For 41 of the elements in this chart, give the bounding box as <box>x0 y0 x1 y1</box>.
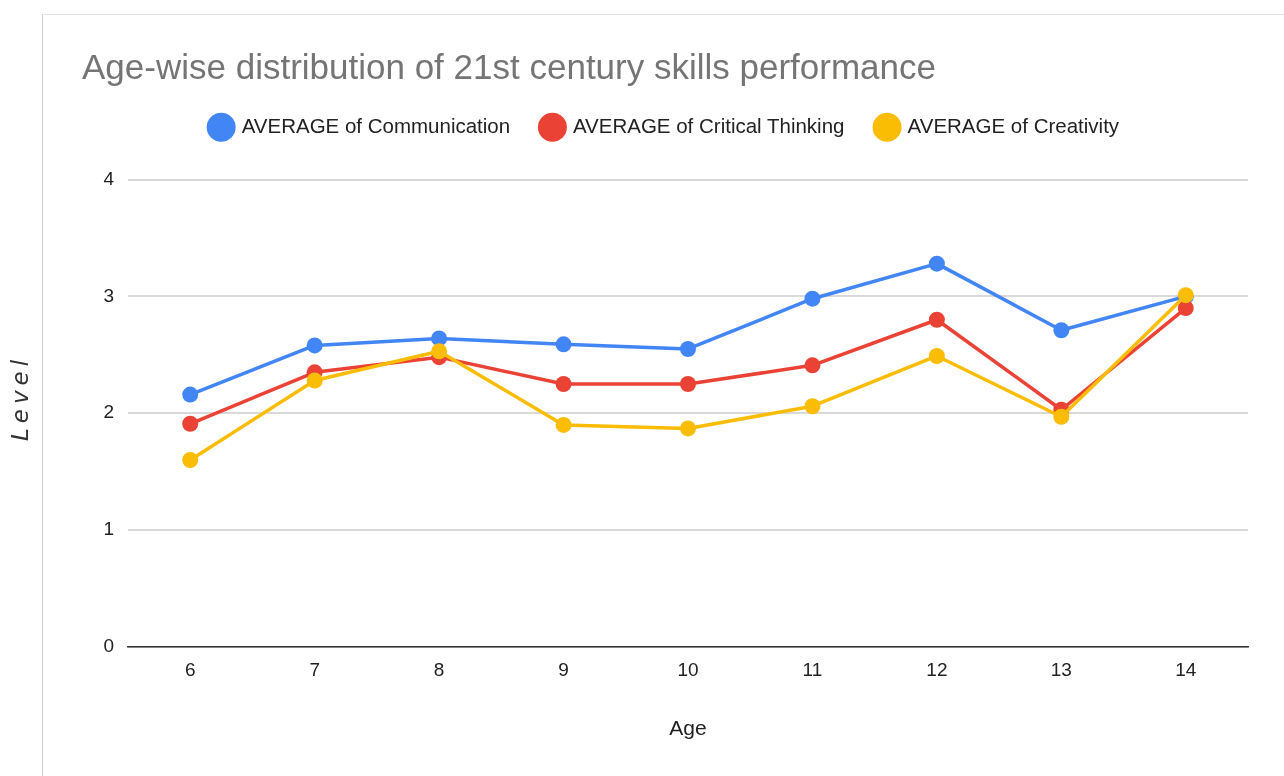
point <box>431 330 448 347</box>
point <box>804 357 821 374</box>
point <box>928 311 945 328</box>
point <box>1053 408 1070 425</box>
x-axis-title: Age <box>669 716 707 740</box>
x-tick-label: 9 <box>558 658 569 680</box>
chart-title: Age-wise distribution of 21st century skills performance <box>82 46 936 86</box>
y-tick-label: 1 <box>103 518 114 540</box>
point <box>306 372 323 389</box>
y-tick-label: 0 <box>103 635 114 657</box>
point <box>680 340 696 357</box>
point <box>928 255 945 272</box>
x-tick-label: 14 <box>1175 658 1197 680</box>
point <box>182 386 199 403</box>
y-tick-label: 3 <box>103 284 114 306</box>
point <box>804 290 821 307</box>
point <box>306 337 323 354</box>
y-tick-label: 4 <box>103 167 115 189</box>
y-tick-label: 2 <box>103 401 114 423</box>
point <box>555 376 572 393</box>
x-tick-label: 7 <box>309 658 320 680</box>
y-axis-title: Level <box>7 354 33 442</box>
legend-label: AVERAGE of Creativity <box>907 113 1120 137</box>
x-tick-label: 13 <box>1050 658 1072 680</box>
point <box>555 416 572 433</box>
x-tick-label: 12 <box>926 658 948 680</box>
point <box>928 347 945 364</box>
legend-label: AVERAGE of Communication <box>241 113 511 137</box>
point <box>1053 322 1070 339</box>
point <box>431 343 448 360</box>
x-tick-label: 8 <box>433 658 445 680</box>
x-tick-label: 11 <box>802 658 823 680</box>
point <box>680 420 696 437</box>
legend-label: AVERAGE of Critical Thinking <box>572 113 845 137</box>
point <box>555 336 572 353</box>
x-tick-label: 6 <box>184 658 196 680</box>
x-tick-label: 10 <box>677 658 699 680</box>
point <box>182 452 199 468</box>
point <box>182 415 199 432</box>
point <box>680 376 696 393</box>
point <box>804 398 821 415</box>
